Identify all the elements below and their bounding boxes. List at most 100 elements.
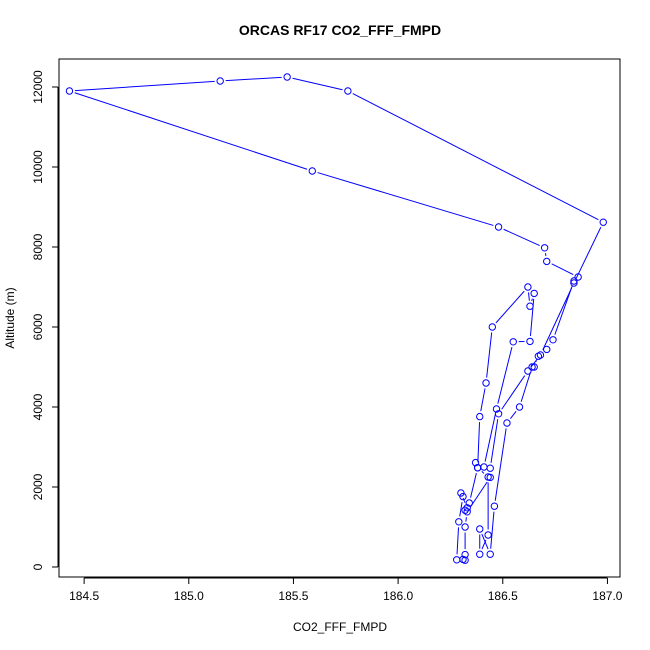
series-points [65,73,607,564]
x-tick-label: 184.5 [69,589,99,603]
x-tick-label: 186.0 [383,589,413,603]
data-point [453,556,461,564]
series-segment [490,511,495,549]
data-point [540,244,549,252]
series-segment [497,347,513,404]
data-point [457,489,465,497]
y-tick-label: 2000 [31,473,45,500]
data-point [473,464,482,472]
series-segment [520,372,531,402]
data-point [570,277,578,285]
x-tick-label: 185.0 [174,589,204,603]
data-point [570,279,578,287]
y-tick-label: 10000 [31,150,45,184]
data-point [486,550,494,558]
data-point [543,257,551,266]
series-segment [481,533,489,550]
data-point [536,351,545,359]
data-point [543,345,551,354]
data-point [494,223,503,231]
series-segment [575,226,602,279]
data-point [530,289,538,298]
data-point [344,87,352,95]
series-segment [477,422,481,463]
series-segment [352,93,599,221]
data-point [486,464,494,472]
data-point [486,473,494,482]
series-segment [456,527,460,555]
x-axis: 184.5 185.0 185.5 186.0 186.5 187.0 [69,577,623,603]
series-segment [225,76,282,82]
series-segment [531,298,533,302]
data-point [515,403,524,411]
series-segment [530,359,538,367]
series-segment [462,497,466,503]
chart-title: ORCAS RF17 CO2_FFF_FMPD [239,22,441,38]
data-point [526,337,534,346]
series-segment [481,471,485,474]
data-point [461,506,469,514]
data-point [465,499,473,507]
series-segment [470,473,477,498]
y-tick-label: 8000 [31,233,45,260]
data-point [503,419,511,427]
series-segment [459,501,463,517]
data-point [524,367,532,375]
data-point [283,73,291,81]
series-segment [501,375,526,410]
data-point [530,363,538,371]
data-point [463,508,471,516]
data-point [526,302,534,310]
series-segment [551,263,574,276]
data-point [480,463,488,471]
data-point [461,550,469,559]
x-tick-label: 187.0 [592,589,622,603]
series-segment [527,292,530,301]
data-point [476,525,484,533]
series-segment [494,428,507,501]
series-segment [484,414,496,462]
data-point [524,283,532,291]
series-segment [495,290,525,324]
y-tick-label: 12000 [31,70,45,104]
data-point [216,77,224,85]
data-point [574,273,582,281]
data-point [549,336,557,344]
data-point [599,218,607,226]
y-tick-label: 6000 [31,313,45,340]
series-segment [465,517,467,522]
data-point [488,323,497,331]
series-segment [542,287,573,351]
series-segment [509,411,517,419]
y-axis: 0 2000 4000 6000 8000 10000 12000 [31,70,59,570]
data-point [490,502,499,510]
data-point [65,87,74,95]
data-point [494,410,503,418]
data-point [528,363,536,371]
data-point [459,555,467,564]
y-tick-label: 0 [31,563,45,570]
data-point [463,504,471,512]
data-point [484,531,492,539]
data-point [482,379,490,387]
y-axis-label: Altitude (m) [3,287,17,348]
data-point [476,550,484,558]
series-segment [480,388,486,412]
x-tick-label: 185.5 [278,589,308,603]
x-tick-label: 186.5 [488,589,518,603]
data-point [492,405,501,413]
y-tick-label: 4000 [31,393,45,420]
series-segment [490,419,499,463]
x-axis-label: CO2_FFF_FMPD [293,620,387,634]
series-segment [74,92,308,170]
series-segment [486,332,493,378]
series-segment [74,80,215,92]
series-segment [317,172,494,226]
series-lines [74,76,602,555]
data-point [455,518,463,526]
series-segment [469,481,488,508]
plot-frame [58,58,621,578]
data-point [509,338,517,346]
data-point [461,523,469,531]
